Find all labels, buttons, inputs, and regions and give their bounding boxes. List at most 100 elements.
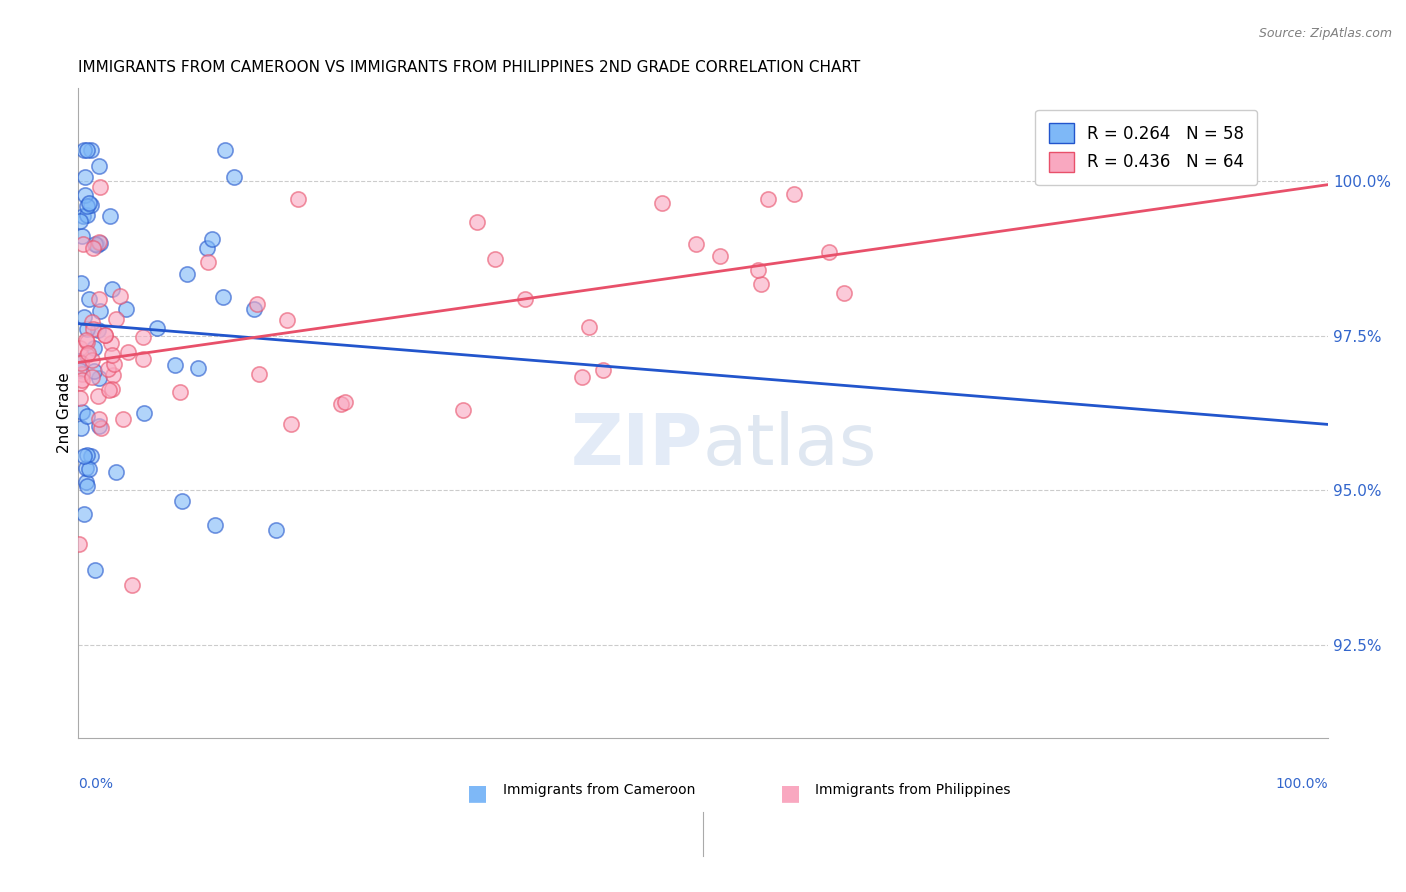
- Text: ■: ■: [780, 783, 801, 803]
- Point: [97, 383, 120, 397]
- Point: [89, 303, 111, 318]
- Point: [756, 192, 779, 206]
- Point: [87, 292, 110, 306]
- Point: [79, 449, 101, 463]
- Point: [100, 282, 122, 296]
- Point: [709, 250, 731, 264]
- Point: [247, 368, 270, 382]
- Point: [67, 354, 90, 368]
- Point: [76, 143, 98, 157]
- Legend: R = 0.264   N = 58, R = 0.436   N = 64: R = 0.264 N = 58, R = 0.436 N = 64: [1035, 110, 1257, 186]
- Point: [685, 237, 707, 252]
- Point: [70, 367, 93, 381]
- Point: [86, 237, 108, 252]
- Point: [89, 419, 111, 434]
- Point: [76, 448, 98, 462]
- Point: [73, 449, 96, 463]
- Point: [747, 263, 769, 277]
- Point: [132, 351, 155, 366]
- Point: [89, 180, 111, 194]
- Point: [77, 346, 100, 360]
- Point: [212, 290, 235, 304]
- Point: [222, 170, 245, 185]
- Point: [75, 461, 97, 475]
- Text: ■: ■: [467, 783, 488, 803]
- Point: [453, 403, 475, 417]
- Point: [76, 199, 98, 213]
- Text: ZIP: ZIP: [571, 411, 703, 480]
- Point: [287, 192, 309, 206]
- Text: atlas: atlas: [703, 411, 877, 480]
- Point: [176, 267, 198, 281]
- Point: [172, 494, 194, 508]
- Point: [69, 342, 91, 356]
- Point: [134, 406, 156, 420]
- Point: [75, 188, 97, 202]
- Point: [70, 228, 93, 243]
- Point: [82, 370, 104, 384]
- Text: 100.0%: 100.0%: [1275, 777, 1329, 790]
- Point: [280, 417, 302, 432]
- Point: [75, 475, 97, 490]
- Point: [72, 237, 94, 252]
- Point: [749, 277, 772, 291]
- Point: [264, 524, 287, 538]
- Point: [467, 215, 489, 229]
- Point: [76, 479, 98, 493]
- Point: [163, 359, 186, 373]
- Text: Source: ZipAtlas.com: Source: ZipAtlas.com: [1258, 27, 1392, 40]
- Point: [70, 420, 93, 434]
- Point: [100, 382, 122, 396]
- Point: [115, 302, 138, 317]
- Point: [76, 409, 98, 423]
- Point: [80, 143, 103, 157]
- Point: [70, 405, 93, 419]
- Text: IMMIGRANTS FROM CAMEROON VS IMMIGRANTS FROM PHILIPPINES 2ND GRADE CORRELATION CH: IMMIGRANTS FROM CAMEROON VS IMMIGRANTS F…: [77, 60, 860, 75]
- Point: [69, 356, 91, 370]
- Point: [89, 235, 111, 250]
- Point: [276, 312, 298, 326]
- Point: [69, 213, 91, 227]
- Point: [484, 252, 506, 266]
- Text: Immigrants from Philippines: Immigrants from Philippines: [815, 783, 1011, 797]
- Point: [83, 341, 105, 355]
- Point: [98, 209, 121, 223]
- Point: [94, 327, 117, 342]
- Point: [76, 322, 98, 336]
- Point: [80, 315, 103, 329]
- Point: [101, 368, 124, 383]
- Point: [571, 370, 593, 384]
- Point: [330, 397, 353, 411]
- Point: [76, 335, 98, 350]
- Point: [83, 563, 105, 577]
- Point: [101, 348, 124, 362]
- Point: [246, 297, 269, 311]
- Point: [195, 241, 218, 255]
- Point: [651, 195, 673, 210]
- Point: [79, 196, 101, 211]
- Point: [204, 518, 226, 533]
- Point: [72, 373, 94, 387]
- Point: [201, 232, 224, 246]
- Point: [783, 187, 806, 202]
- Point: [832, 286, 855, 301]
- Point: [169, 385, 191, 400]
- Point: [100, 335, 122, 350]
- Point: [108, 289, 131, 303]
- Point: [243, 302, 266, 317]
- Point: [90, 421, 112, 435]
- Point: [72, 209, 94, 223]
- Point: [73, 507, 96, 521]
- Point: [73, 169, 96, 184]
- Point: [197, 255, 219, 269]
- Point: [73, 310, 96, 324]
- Point: [104, 465, 127, 479]
- Point: [83, 364, 105, 378]
- Point: [592, 363, 614, 377]
- Point: [77, 462, 100, 476]
- Point: [83, 236, 105, 251]
- Point: [69, 391, 91, 405]
- Text: 0.0%: 0.0%: [77, 777, 112, 790]
- Point: [82, 241, 104, 255]
- Point: [89, 370, 111, 384]
